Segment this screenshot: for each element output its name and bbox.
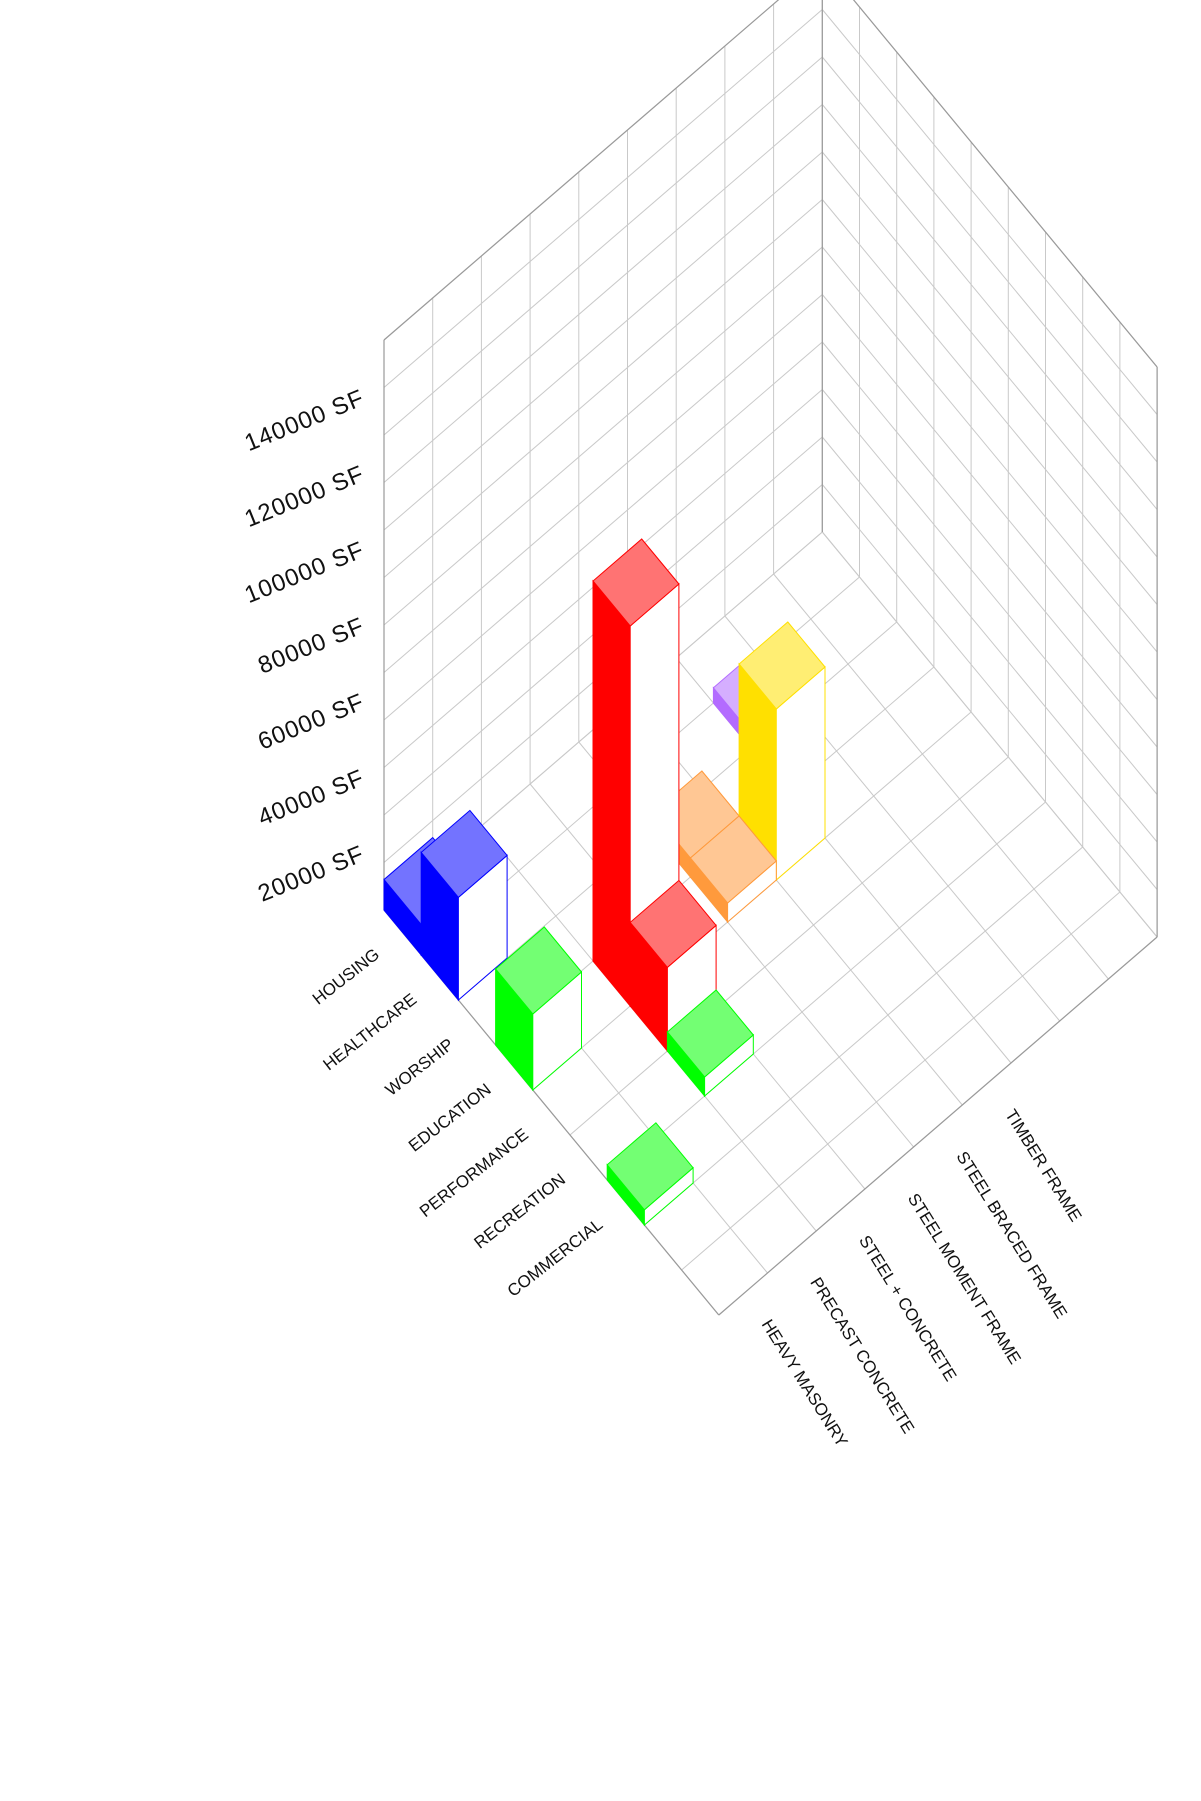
- bar-education-heavy-masonry: [494, 926, 583, 1092]
- program-label: EDUCATION: [405, 1080, 495, 1156]
- wall-grid-line: [821, 531, 1158, 938]
- wall-grid-line: [383, 104, 823, 483]
- wall-grid-line: [821, 104, 1158, 510]
- bar-top-face: [592, 538, 680, 627]
- structure-label: HEAVY MASONRY: [758, 1316, 852, 1450]
- wall-grid-line: [383, 294, 823, 673]
- floor-grid-line: [681, 891, 1121, 1271]
- wall-grid-line: [821, 341, 1158, 748]
- wall-grid-line: [821, 389, 1158, 795]
- bar-top-face: [666, 989, 754, 1078]
- bar-top-face: [420, 809, 508, 899]
- bar-healthcare-heavy-masonry: [420, 809, 508, 1002]
- z-tick-label: 40000 SF: [254, 765, 368, 832]
- chart-bars: [383, 538, 826, 1227]
- program-label: HOUSING: [309, 945, 383, 1009]
- floor-edge: [718, 936, 1158, 1316]
- wall-grid-line: [383, 246, 823, 626]
- wall-edge: [852, 0, 1158, 368]
- z-tick-label: 80000 SF: [254, 613, 368, 680]
- wall-grid-line: [383, 199, 823, 578]
- wall-grid-line: [821, 436, 1158, 843]
- z-tick-label: 100000 SF: [241, 537, 368, 609]
- bar-commercial-heavy-masonry: [606, 1122, 694, 1227]
- bar-top-face: [738, 621, 826, 710]
- wall-grid-line: [383, 151, 823, 531]
- wall-grid-line: [821, 294, 1158, 700]
- z-tick-label: 60000 SF: [254, 689, 368, 756]
- program-label: RECREATION: [471, 1170, 570, 1253]
- z-tick-label: 20000 SF: [254, 841, 368, 908]
- program-label: WORSHIP: [382, 1035, 458, 1100]
- bar-education-steel-braced-frame: [689, 815, 777, 924]
- floor-grid-line: [644, 846, 1084, 1226]
- bar-top-face: [494, 926, 583, 1015]
- program-label: HEALTHCARE: [319, 990, 420, 1075]
- bar-education-timber-frame: [738, 621, 826, 882]
- wall-grid-line: [383, 56, 823, 436]
- bar-performance-steel-concrete: [629, 879, 717, 1053]
- wall-grid-line: [821, 56, 1158, 463]
- bar-recreation-steel-concrete: [666, 989, 754, 1098]
- structure-label: TIMBER FRAME: [1001, 1106, 1085, 1225]
- program-label: COMMERCIAL: [504, 1215, 607, 1301]
- wall-grid-line: [821, 199, 1158, 605]
- floor-grid-line: [569, 756, 1009, 1136]
- wall-grid-line: [821, 9, 1158, 415]
- wall-grid-line: [821, 246, 1158, 653]
- floor-grid-line: [627, 699, 963, 1106]
- wall-grid-line: [383, 9, 823, 388]
- bar-top-face: [629, 879, 717, 969]
- floor-grid-line: [606, 801, 1046, 1181]
- z-tick-label: 140000 SF: [241, 385, 368, 457]
- bar-top-face: [689, 815, 777, 904]
- bar-side-face: [592, 579, 631, 1008]
- wall-grid-line: [821, 484, 1158, 890]
- floor-grid-line: [773, 573, 1109, 980]
- wall-grid-line: [853, 0, 1158, 368]
- z-tick-label: 120000 SF: [241, 461, 368, 533]
- wall-grid-line: [383, 0, 780, 341]
- bar-top-face: [606, 1122, 694, 1211]
- wall-grid-line: [821, 151, 1158, 558]
- wall-edge: [383, 0, 780, 341]
- wall-grid-line: [383, 341, 823, 721]
